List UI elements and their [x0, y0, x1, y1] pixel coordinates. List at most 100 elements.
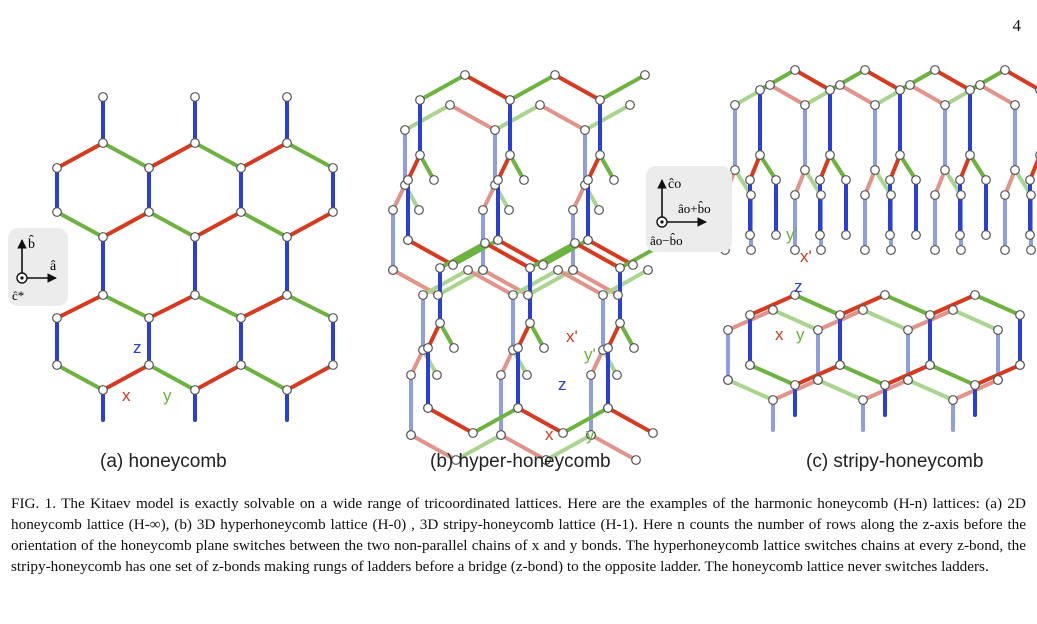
bond	[838, 83, 877, 107]
bond	[758, 153, 778, 182]
lattice-site	[449, 343, 459, 353]
lattice-site	[745, 230, 755, 240]
lattice-site	[52, 163, 62, 173]
lattice-site	[765, 80, 775, 90]
lattice-site	[730, 100, 740, 110]
bond-label-xp-b: x'	[566, 327, 578, 346]
lattice-site	[835, 360, 845, 370]
lattice-site	[583, 235, 593, 245]
honeycomb-bond	[239, 210, 289, 239]
bond	[496, 238, 545, 267]
bond	[933, 68, 972, 92]
lattice-site	[460, 70, 470, 80]
lattice-site	[905, 80, 915, 90]
lattice-site	[403, 175, 413, 185]
bond	[1003, 68, 1037, 91]
honeycomb-bond	[193, 363, 243, 392]
lattice-site	[423, 343, 433, 353]
lattice-site	[282, 290, 292, 300]
lattice-site	[965, 150, 975, 160]
lattice-site	[98, 385, 108, 395]
lattice-site	[388, 265, 398, 275]
lattice-site	[841, 230, 851, 240]
lattice-site	[771, 230, 781, 240]
lattice-site	[328, 163, 338, 173]
lattice-site	[406, 430, 416, 440]
caption-prefix: FIG. 1.	[11, 495, 57, 512]
bond	[906, 378, 955, 402]
lattice-site	[445, 100, 455, 110]
lattice-site	[513, 343, 523, 353]
bond	[508, 73, 557, 102]
bond	[908, 83, 947, 107]
lattice-site	[629, 343, 639, 353]
lattice-site	[790, 290, 800, 300]
lattice-site	[236, 207, 246, 217]
lattice-site	[745, 310, 755, 320]
lattice-site	[813, 375, 823, 385]
bond	[793, 363, 842, 387]
bond	[454, 433, 503, 462]
lattice-site	[930, 65, 940, 75]
lattice-site	[144, 207, 154, 217]
lattice-site	[435, 318, 445, 328]
lattice-site	[790, 65, 800, 75]
lattice-site	[468, 428, 478, 438]
honeycomb-bond	[285, 210, 335, 239]
bond	[583, 103, 632, 132]
bond	[448, 103, 497, 132]
lattice-site	[746, 190, 756, 200]
lattice-site	[615, 263, 625, 273]
bond-label-y-a: y	[163, 386, 172, 405]
lattice-site	[586, 370, 596, 380]
lattice-site	[625, 100, 635, 110]
lattice-site	[400, 125, 410, 135]
lattice-site	[1025, 230, 1035, 240]
lattice-site	[970, 380, 980, 390]
lattice-site	[598, 290, 608, 300]
lattice-site	[282, 92, 292, 102]
panel-label-a: (a) honeycomb	[100, 451, 227, 472]
bond	[573, 241, 622, 270]
bond	[511, 268, 560, 297]
lattice-site	[993, 325, 1003, 335]
lattice-site	[825, 85, 835, 95]
lattice-site	[538, 260, 548, 270]
lattice-site	[745, 360, 755, 370]
lattice-site	[631, 455, 641, 465]
axis-label-out: âo−b̂o	[650, 233, 683, 248]
honeycomb-bond	[55, 293, 105, 320]
axis-label-right: â	[50, 259, 57, 274]
bond	[951, 308, 1000, 332]
honeycomb-bond	[193, 141, 243, 170]
lattice-site	[956, 190, 966, 200]
honeycomb-bond	[193, 210, 243, 239]
bond	[471, 406, 520, 435]
lattice-site	[478, 265, 488, 275]
honeycomb-bond	[193, 293, 243, 320]
lattice-site	[539, 343, 549, 353]
lattice-site	[948, 305, 958, 315]
bond-label-y-c: y	[796, 325, 805, 344]
lattice-site	[613, 290, 623, 300]
lattice-site	[144, 313, 154, 323]
bond	[928, 363, 977, 387]
lattice-site	[911, 230, 921, 240]
lattice-site	[418, 290, 428, 300]
bond	[538, 103, 587, 132]
axis-box-c: ĉo âo+b̂o âo−b̂o	[646, 166, 732, 252]
lattice-site	[432, 370, 442, 380]
bond	[528, 241, 577, 270]
lattice-site	[1010, 100, 1020, 110]
lattice-site	[886, 190, 896, 200]
lattice-site	[282, 385, 292, 395]
caption-text: The Kitaev model is exactly solvable on …	[11, 495, 1026, 575]
lattice-site	[98, 138, 108, 148]
lattice-site	[580, 125, 590, 135]
lattice-site	[860, 65, 870, 75]
lattice-site	[144, 163, 154, 173]
lattice-site	[525, 318, 535, 328]
honeycomb-bond	[239, 293, 289, 320]
bond	[403, 103, 452, 132]
bond	[544, 433, 593, 462]
